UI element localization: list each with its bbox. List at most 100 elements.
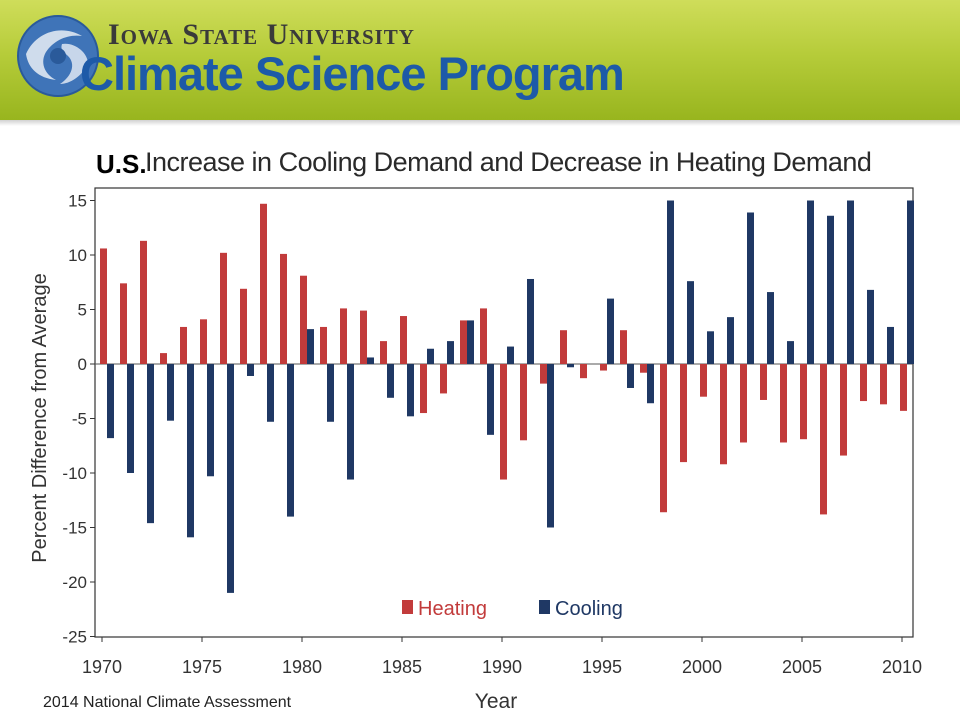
cooling-bar [907, 200, 914, 364]
cooling-bar [507, 346, 514, 364]
x-tick-label: 2000 [682, 657, 722, 677]
y-axis-title: Percent Difference from Average [29, 273, 51, 562]
heating-bar [840, 364, 847, 456]
heating-bar [140, 240, 147, 364]
program-name: Climate Science Program [80, 47, 625, 100]
y-tick-label: -5 [72, 410, 87, 429]
cooling-bar [207, 364, 214, 477]
cooling-bar [427, 348, 434, 364]
heating-bar [100, 248, 107, 364]
heating-bar [740, 364, 747, 443]
cooling-bar [607, 298, 614, 364]
y-tick-label: -25 [62, 628, 87, 647]
legend-swatch-cooling [539, 600, 550, 614]
heating-bar [160, 353, 167, 364]
cooling-bar [447, 341, 454, 364]
legend-swatch-heating [402, 600, 413, 614]
cooling-bar [327, 364, 334, 422]
cooling-bar [487, 364, 494, 435]
cooling-bar [887, 326, 894, 364]
heating-bar [780, 364, 787, 443]
heating-bar [760, 364, 767, 400]
x-tick-label: 1970 [82, 657, 122, 677]
heating-bar [560, 330, 567, 364]
cooling-bar [647, 364, 654, 404]
heating-bar [300, 275, 307, 364]
cooling-bar [547, 364, 554, 528]
heating-bar [660, 364, 667, 513]
heating-bar [180, 326, 187, 364]
heating-bar [520, 364, 527, 441]
y-tick-label: 10 [68, 246, 87, 265]
heating-bar [700, 364, 707, 397]
header-banner [0, 0, 960, 120]
heating-bar [820, 364, 827, 515]
heating-bar [580, 364, 587, 379]
y-tick-label: 5 [78, 301, 87, 320]
heating-bar [440, 364, 447, 394]
heating-bar [500, 364, 507, 480]
x-tick-label: 1990 [482, 657, 522, 677]
heating-bar [900, 364, 907, 411]
cooling-bar [767, 292, 774, 364]
x-tick-label: 1995 [582, 657, 622, 677]
heating-bar [260, 203, 267, 364]
heating-bar [800, 364, 807, 440]
cooling-bar [467, 320, 474, 364]
heating-bar [480, 308, 487, 364]
x-tick-label: 2010 [882, 657, 922, 677]
y-tick-label: -20 [62, 573, 87, 592]
heating-bar [420, 364, 427, 414]
heating-bar [720, 364, 727, 465]
heating-bar [360, 310, 367, 364]
heating-bar [340, 308, 347, 364]
source-credit: 2014 National Climate Assessment [43, 694, 292, 711]
cooling-bar [667, 200, 674, 364]
heating-bar [860, 364, 867, 402]
y-tick-label: 15 [68, 192, 87, 211]
university-name: Iowa State University [108, 18, 415, 51]
heating-bar [320, 326, 327, 364]
region-label: U.S. [96, 149, 147, 179]
cooling-bar [227, 364, 234, 593]
x-axis-title: Year [475, 690, 517, 713]
cooling-bar [367, 357, 374, 364]
cooling-bar [167, 364, 174, 421]
heating-bar [400, 316, 407, 364]
cooling-bar [147, 364, 154, 524]
heating-bar [620, 330, 627, 364]
cooling-bar [267, 364, 274, 422]
cooling-bar [627, 364, 634, 388]
heating-bar [240, 288, 247, 364]
y-tick-label: -10 [62, 464, 87, 483]
cooling-bar [567, 364, 574, 368]
cooling-bar [707, 331, 714, 364]
legend-label-heating: Heating [418, 598, 487, 620]
cooling-bar [387, 364, 394, 398]
heating-bar [540, 364, 547, 384]
cooling-bar [687, 281, 694, 364]
cooling-bar [747, 212, 754, 364]
heating-bar [200, 319, 207, 364]
y-tick-label: 0 [78, 355, 87, 374]
y-tick-label: -15 [62, 519, 87, 538]
banner-shadow [0, 120, 960, 126]
cooling-bar [307, 329, 314, 364]
cooling-bar [287, 364, 294, 517]
cooling-bar [867, 289, 874, 364]
cooling-bar [727, 317, 734, 364]
plot-frame [94, 187, 914, 638]
cooling-bar [347, 364, 354, 480]
cooling-bar [787, 341, 794, 364]
chart-title: Increase in Cooling Demand and Decrease … [145, 147, 872, 177]
cooling-bar [247, 364, 254, 376]
heating-bar [880, 364, 887, 405]
cooling-bar [107, 364, 114, 439]
cooling-bar [807, 200, 814, 364]
heating-bar [680, 364, 687, 463]
legend-label-cooling: Cooling [555, 598, 623, 620]
cooling-bar [527, 278, 534, 364]
cooling-bar [187, 364, 194, 538]
heating-bar [380, 341, 387, 364]
